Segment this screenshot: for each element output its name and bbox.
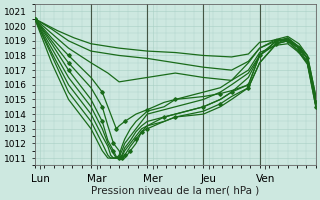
X-axis label: Pression niveau de la mer( hPa ): Pression niveau de la mer( hPa )	[91, 186, 260, 196]
